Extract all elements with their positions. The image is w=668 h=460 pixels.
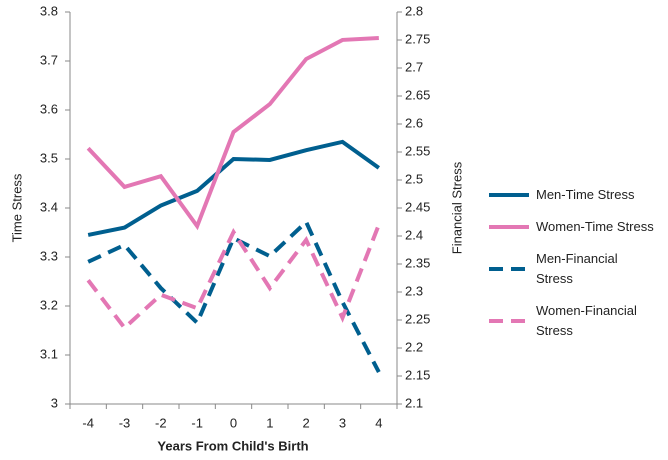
- series-line: [87, 139, 380, 237]
- series-line: [86, 35, 379, 231]
- y2-tick-label: 2.15: [405, 367, 430, 382]
- x-tick-label: -1: [191, 415, 203, 430]
- legend-item: Men-Financial Stress: [488, 249, 666, 289]
- y-axis-title: Time Stress: [9, 173, 24, 242]
- y2-tick-label: 2.55: [405, 143, 430, 158]
- y-tick-label: 3.4: [40, 199, 58, 214]
- y2-tick-label: 2.8: [405, 3, 423, 18]
- x-tick-label: 3: [339, 415, 346, 430]
- y2-tick-label: 2.65: [405, 87, 430, 102]
- y-tick-label: 3.5: [40, 150, 58, 165]
- legend-label: Women-Financial Stress: [536, 303, 637, 338]
- legend-swatch: [489, 225, 529, 229]
- x-tick-label: 4: [375, 415, 382, 430]
- x-axis-title: Years From Child's Birth: [157, 438, 308, 453]
- y-tick-label: 3.1: [40, 346, 58, 361]
- y-tick-label: 3.3: [40, 248, 58, 263]
- y-tick-label: 3.6: [40, 101, 58, 116]
- legend-swatch: [489, 319, 529, 323]
- x-tick-label: -3: [119, 415, 131, 430]
- series-line: [87, 218, 381, 374]
- legend: Men-Time Stress Women-Time Stress Men-Fina…: [488, 185, 666, 353]
- legend-label: Men-Financial Stress: [536, 251, 618, 286]
- x-tick-label: 1: [266, 415, 273, 430]
- y2-tick-label: 2.7: [405, 59, 423, 74]
- legend-item: Women-Financial Stress: [488, 301, 666, 341]
- y2-tick-label: 2.3: [405, 283, 423, 298]
- x-tick-label: 0: [230, 415, 237, 430]
- legend-item: Women-Time Stress: [488, 217, 666, 237]
- y2-tick-label: 2.2: [405, 339, 423, 354]
- y-tick-label: 3.8: [40, 3, 58, 18]
- y2-tick-label: 2.35: [405, 255, 430, 270]
- series-line: [86, 224, 381, 331]
- x-tick-label: -2: [155, 415, 167, 430]
- y2-tick-label: 2.75: [405, 31, 430, 46]
- y-tick-label: 3.7: [40, 52, 58, 67]
- y2-tick-label: 2.6: [405, 115, 423, 130]
- legend-label: Men-Time Stress: [536, 187, 635, 202]
- y2-axis-title: Financial Stress: [449, 161, 464, 254]
- y2-tick-label: 2.1: [405, 395, 423, 410]
- legend-label: Women-Time Stress: [536, 219, 654, 234]
- legend-item: Men-Time Stress: [488, 185, 666, 205]
- x-tick-label: -4: [82, 415, 94, 430]
- x-tick-label: 2: [303, 415, 310, 430]
- y2-tick-label: 2.25: [405, 311, 430, 326]
- y2-tick-label: 2.5: [405, 171, 423, 186]
- legend-swatch: [489, 267, 529, 271]
- y-tick-label: 3.2: [40, 297, 58, 312]
- legend-swatch: [489, 193, 529, 197]
- y2-tick-label: 2.45: [405, 199, 430, 214]
- y-tick-label: 3: [51, 395, 58, 410]
- y2-tick-label: 2.4: [405, 227, 423, 242]
